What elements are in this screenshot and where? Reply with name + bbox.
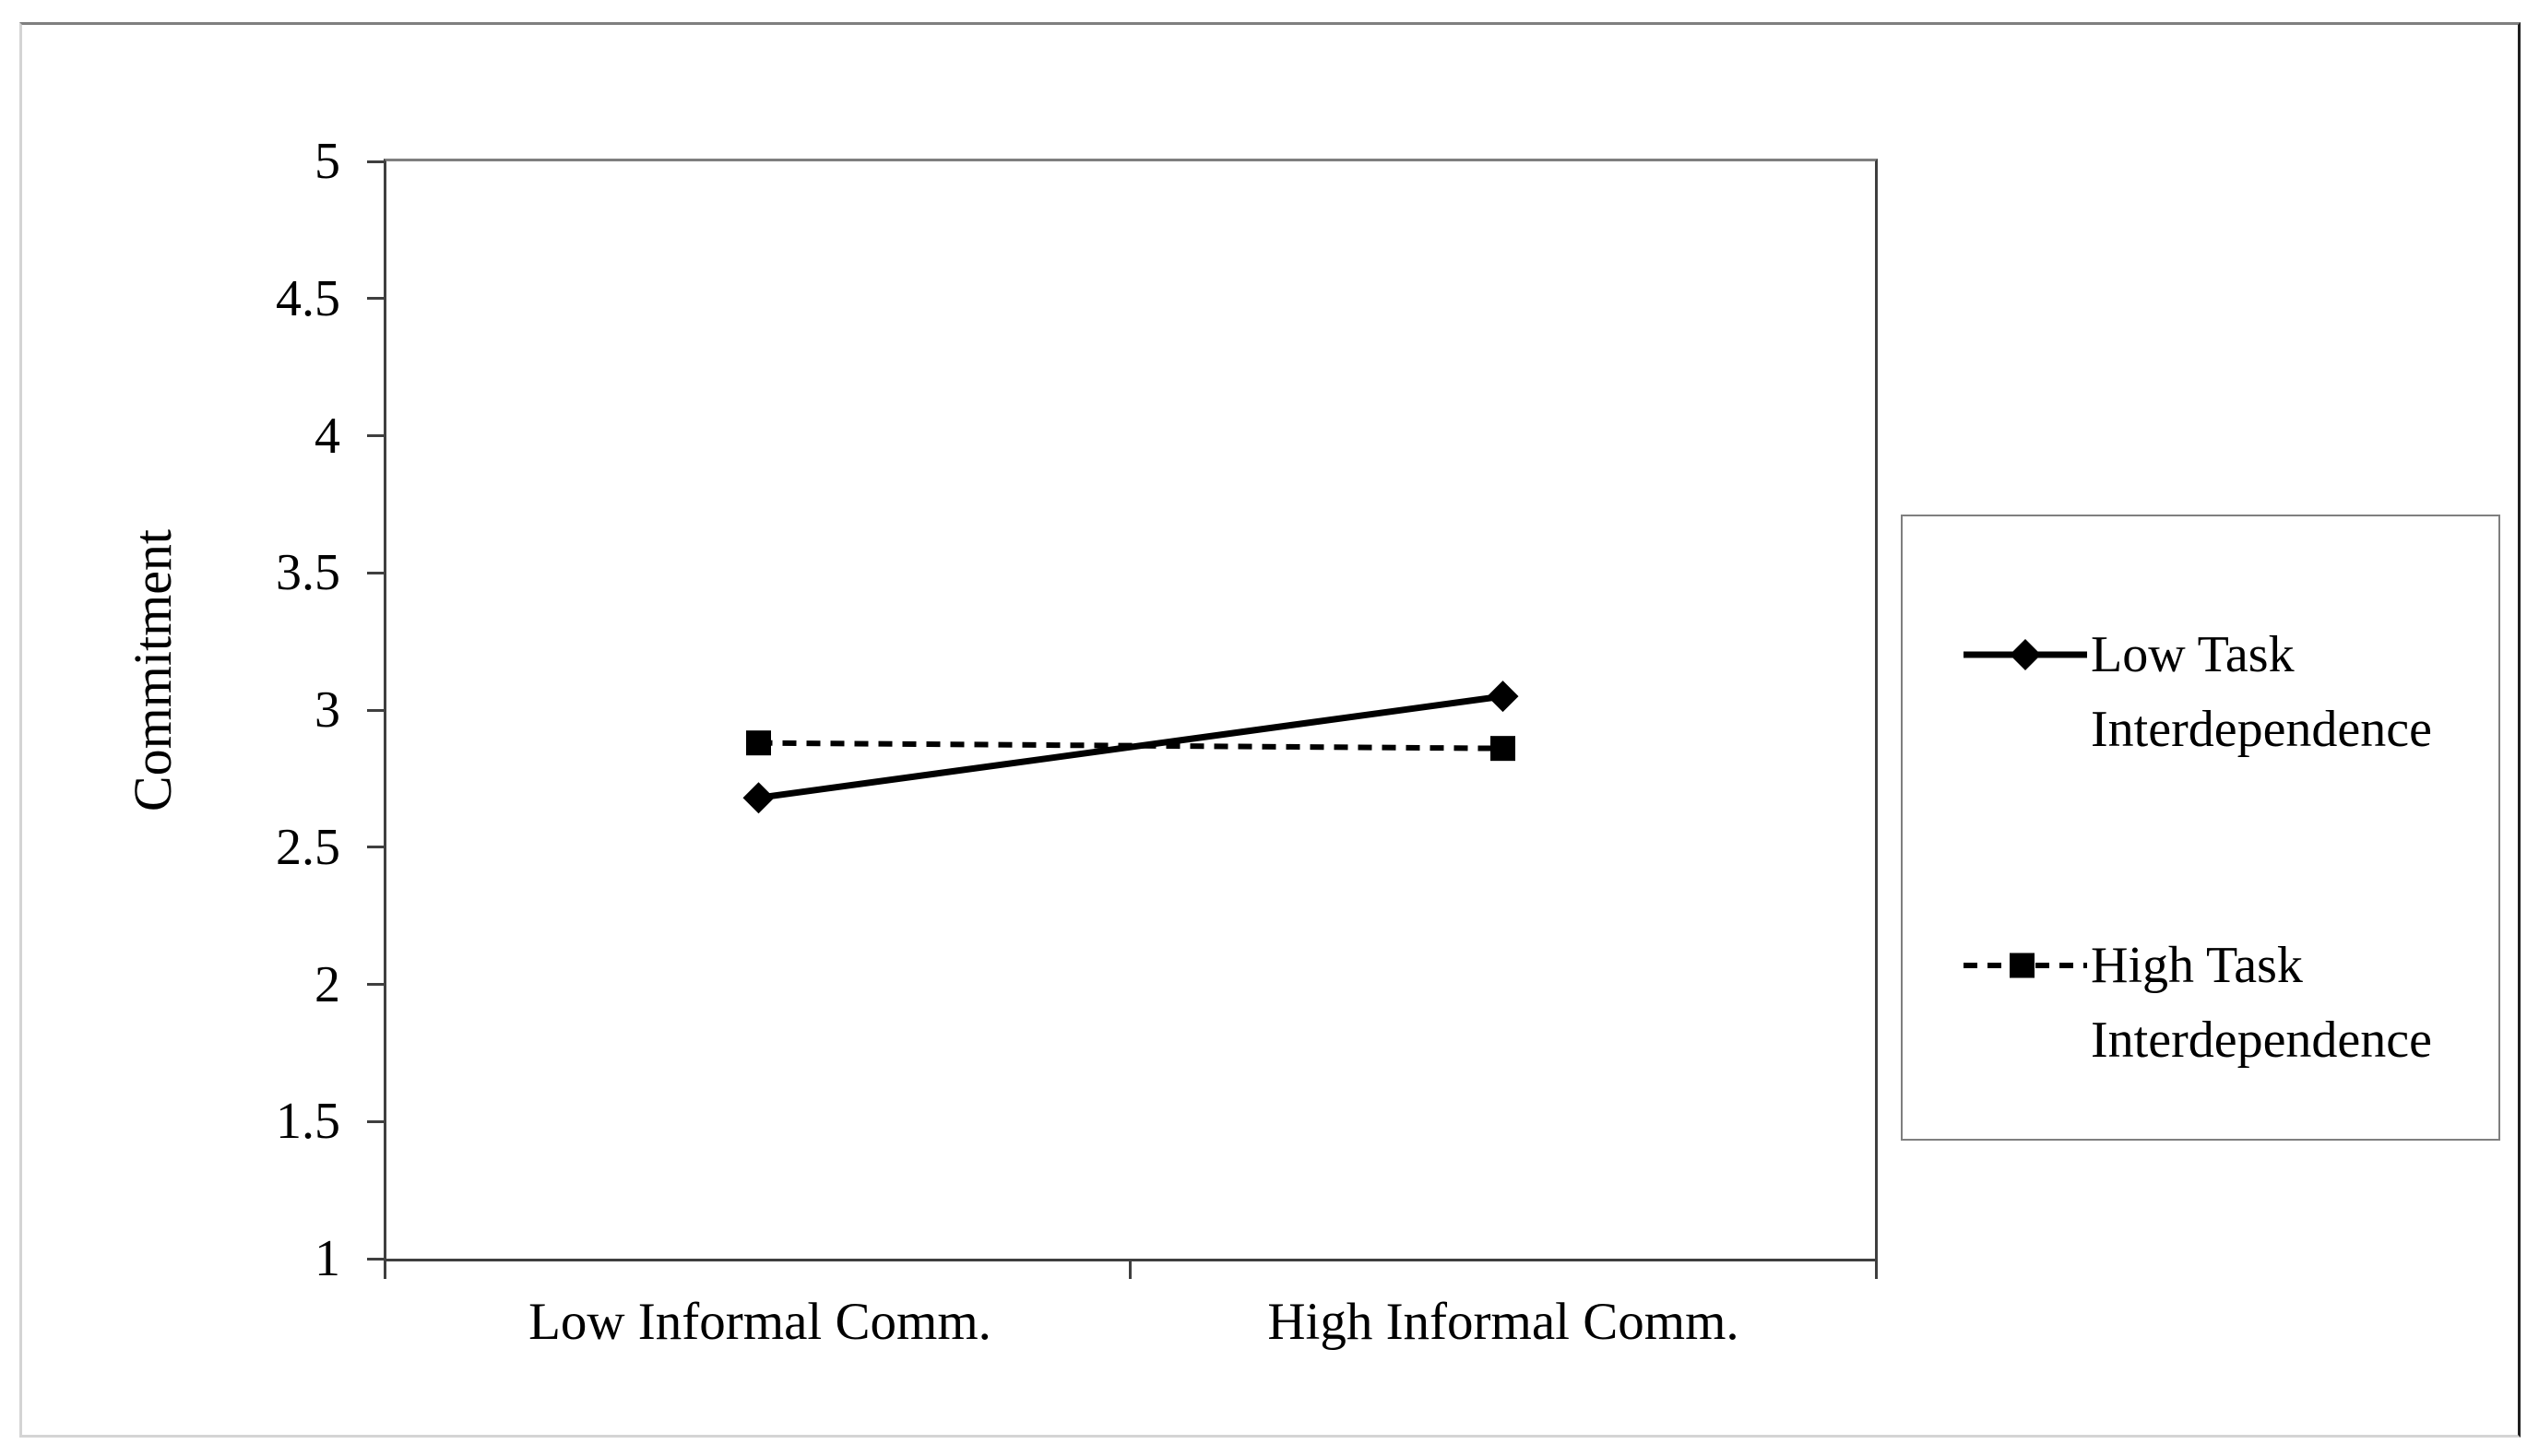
y-tick-mark	[367, 708, 384, 712]
y-tick-mark	[367, 297, 384, 301]
y-tick-label: 3.5	[276, 544, 340, 602]
y-tick-label: 4	[314, 407, 340, 465]
legend-label-line: Interdependence	[2091, 1012, 2432, 1069]
y-tick-mark	[367, 1119, 384, 1123]
y-tick-mark	[367, 846, 384, 849]
y-tick-label: 5	[314, 133, 340, 190]
y-tick-label: 1.5	[276, 1093, 340, 1151]
x-tick-mark	[384, 1261, 386, 1279]
legend-solid-diamond-line-icon	[1964, 639, 2087, 670]
diamond-data-marker	[1487, 681, 1519, 713]
legend-label-low-task-interdependence: Low Task Interdependence	[2091, 618, 2487, 767]
y-tick-mark	[367, 1257, 384, 1261]
y-tick-mark	[367, 160, 384, 163]
legend-label-high-task-interdependence: High Task Interdependence	[2091, 929, 2487, 1078]
y-tick-label: 2.5	[276, 818, 340, 876]
x-tick-mark	[1875, 1261, 1878, 1279]
y-tick-mark	[367, 983, 384, 986]
y-tick-label: 4.5	[276, 269, 340, 327]
legend-label-line: Low Task	[2091, 626, 2295, 683]
y-tick-label: 2	[314, 955, 340, 1013]
legend-label-line: High Task	[2091, 937, 2303, 994]
plot-area	[384, 159, 1878, 1261]
legend-box: Low Task Interdependence High Task Inter…	[1901, 515, 2500, 1141]
square-data-marker	[746, 730, 771, 756]
y-tick-label: 3	[314, 681, 340, 739]
square-data-marker	[1490, 736, 1515, 762]
x-axis-label-high-informal-comm: High Informal Comm.	[1267, 1293, 1739, 1351]
series-plot	[742, 681, 1519, 814]
figure-frame: Commitment 5 4.5 4 3.5 3 2.5 2 1.5 1 Low Informa…	[19, 22, 2521, 1438]
y-tick-label: 1	[314, 1230, 340, 1287]
series-line-high-task-interdependence	[758, 740, 1503, 752]
y-tick-mark	[367, 571, 384, 574]
diamond-data-marker	[742, 782, 775, 814]
y-tick-mark	[367, 434, 384, 437]
legend-dashed-square-line-icon	[1964, 953, 2087, 978]
x-tick-mark	[1129, 1261, 1132, 1279]
legend-label-line: Interdependence	[2091, 701, 2432, 758]
x-axis-label-low-informal-comm: Low Informal Comm.	[528, 1293, 991, 1351]
